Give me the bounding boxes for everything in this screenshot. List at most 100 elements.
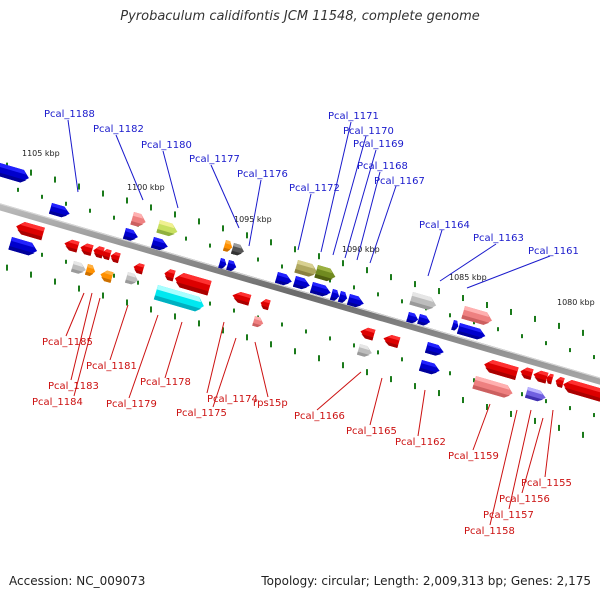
gene-label[interactable]: Pcal_1164 (419, 220, 470, 231)
gene-label[interactable]: Pcal_1167 (374, 176, 425, 187)
gene-arrow[interactable] (337, 291, 349, 304)
gene-arrow[interactable] (252, 316, 264, 328)
tick-mark (185, 236, 187, 241)
gene-arrow[interactable] (545, 373, 554, 385)
gene-arrow[interactable] (150, 237, 169, 252)
gene-arrow[interactable] (309, 282, 332, 298)
gene-features (0, 163, 600, 403)
gene-arrow[interactable] (259, 298, 271, 311)
gene-arrow[interactable] (99, 269, 114, 283)
gene-arrow[interactable] (356, 344, 374, 358)
gene-arrow[interactable] (14, 220, 45, 241)
tick-mark (462, 295, 464, 302)
gene-arrow[interactable] (100, 248, 112, 261)
gene-arrow[interactable] (519, 366, 534, 380)
gene-arrow[interactable] (456, 323, 487, 341)
backbone (0, 203, 600, 385)
gene-label[interactable]: Pcal_1175 (176, 408, 227, 419)
tick-mark (366, 369, 368, 376)
gene-arrow[interactable] (532, 369, 549, 384)
gene-arrow[interactable] (163, 268, 176, 282)
gene-label[interactable]: Pcal_1183 (48, 381, 99, 392)
gene-arrow[interactable] (417, 314, 431, 327)
gene-arrow[interactable] (156, 220, 179, 238)
tick-mark (329, 336, 331, 341)
tick-mark (246, 334, 248, 341)
gene-arrow[interactable] (153, 285, 206, 313)
gene-arrow[interactable] (84, 264, 97, 277)
gene-arrow[interactable] (292, 276, 311, 291)
gene-arrow[interactable] (132, 262, 145, 275)
gene-arrow[interactable] (63, 238, 80, 253)
gene-label[interactable]: Pcal_1174 (207, 394, 258, 405)
gene-arrow[interactable] (482, 358, 519, 380)
gene-label[interactable]: Pcal_1158 (464, 526, 515, 537)
gene-label[interactable]: Pcal_1155 (521, 478, 572, 489)
gene-label[interactable]: Pcal_1177 (189, 154, 240, 165)
gene-arrow[interactable] (382, 333, 401, 349)
gene-label[interactable]: Pcal_1170 (343, 126, 394, 137)
gene-label[interactable]: Pcal_1168 (357, 161, 408, 172)
gene-arrow[interactable] (554, 376, 565, 388)
tick-mark (102, 292, 104, 299)
forward-gene-labels: Pcal_1188 Pcal_1182 Pcal_1180 Pcal_1177 … (44, 109, 579, 257)
gene-arrow[interactable] (124, 272, 140, 286)
gene-arrow[interactable] (218, 258, 228, 270)
gene-label[interactable]: Pcal_1157 (483, 510, 534, 521)
gene-arrow[interactable] (48, 203, 71, 219)
gene-arrow[interactable] (472, 376, 514, 400)
gene-label[interactable]: rps15p (253, 398, 288, 409)
gene-arrow[interactable] (130, 212, 147, 228)
gene-arrow[interactable] (424, 342, 445, 358)
gene-arrow[interactable] (359, 326, 376, 341)
gene-arrow[interactable] (122, 228, 140, 242)
gene-label[interactable]: Pcal_1188 (44, 109, 95, 120)
gene-label[interactable]: Pcal_1179 (106, 399, 157, 410)
gene-arrow[interactable] (409, 292, 438, 312)
tick-mark (462, 397, 464, 404)
tick-mark (534, 417, 536, 424)
gene-label[interactable]: Pcal_1156 (499, 494, 550, 505)
gene-label[interactable]: Pcal_1171 (328, 111, 379, 122)
gene-arrow[interactable] (230, 243, 246, 257)
gene-arrow[interactable] (8, 237, 39, 257)
gene-arrow[interactable] (79, 242, 94, 256)
gene-label[interactable]: Pcal_1169 (353, 139, 404, 150)
gene-label[interactable]: Pcal_1162 (395, 437, 446, 448)
gene-label[interactable]: Pcal_1182 (93, 124, 144, 135)
gene-label[interactable]: Pcal_1184 (32, 397, 83, 408)
gene-arrow[interactable] (70, 261, 88, 275)
gene-arrow[interactable] (314, 265, 337, 283)
gene-arrow[interactable] (222, 240, 234, 253)
gene-arrow[interactable] (0, 163, 31, 184)
gene-label[interactable]: Pcal_1163 (473, 233, 524, 244)
gene-arrow[interactable] (226, 260, 237, 272)
gene-label[interactable]: Pcal_1178 (140, 377, 191, 388)
gene-arrow[interactable] (406, 312, 419, 325)
gene-label[interactable]: Pcal_1172 (289, 183, 340, 194)
gene-arrow[interactable] (451, 320, 460, 331)
gene-arrow[interactable] (92, 245, 105, 259)
gene-arrow[interactable] (231, 290, 252, 306)
gene-arrow[interactable] (329, 289, 341, 302)
gene-arrow[interactable] (418, 360, 441, 376)
tick-mark (294, 348, 296, 355)
gene-arrow[interactable] (346, 294, 365, 309)
gene-arrow[interactable] (524, 387, 547, 403)
gene-label[interactable]: Pcal_1159 (448, 451, 499, 462)
gene-label[interactable]: Pcal_1176 (237, 169, 288, 180)
gene-label[interactable]: Pcal_1165 (346, 426, 397, 437)
tick-mark (558, 424, 560, 431)
gene-arrow[interactable] (173, 271, 212, 296)
gene-arrow[interactable] (294, 260, 319, 279)
gene-label[interactable]: Pcal_1185 (42, 337, 93, 348)
gene-arrow[interactable] (109, 251, 121, 264)
gene-label[interactable]: Pcal_1180 (141, 140, 192, 151)
gene-arrow[interactable] (274, 272, 293, 287)
gene-label[interactable]: Pcal_1166 (294, 411, 345, 422)
gene-arrow[interactable] (561, 378, 600, 402)
gene-arrow[interactable] (461, 306, 493, 327)
gene-label[interactable]: Pcal_1161 (528, 246, 579, 257)
gene-label[interactable]: Pcal_1181 (86, 361, 137, 372)
tick-mark (545, 341, 547, 346)
